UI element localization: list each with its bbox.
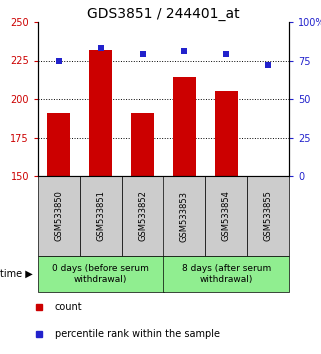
Text: count: count (55, 302, 82, 312)
Bar (38, 256, 163, 292)
Bar (247, 176, 289, 256)
Text: GSM533851: GSM533851 (96, 190, 105, 241)
Text: GSM533853: GSM533853 (180, 190, 189, 241)
Bar (163, 176, 205, 256)
Text: GSM533850: GSM533850 (55, 190, 64, 241)
Bar (215, 91, 238, 176)
Bar (48, 113, 70, 176)
Text: GSM533854: GSM533854 (222, 190, 231, 241)
Bar (38, 176, 80, 256)
Text: time ▶: time ▶ (0, 269, 33, 279)
Bar (163, 256, 289, 292)
Bar (173, 78, 196, 176)
Title: GDS3851 / 244401_at: GDS3851 / 244401_at (87, 7, 240, 21)
Bar (122, 176, 163, 256)
Bar (205, 176, 247, 256)
Bar (89, 50, 112, 176)
Bar (131, 113, 154, 176)
Text: 8 days (after serum
withdrawal): 8 days (after serum withdrawal) (182, 264, 271, 284)
Text: GSM533855: GSM533855 (264, 190, 273, 241)
Text: percentile rank within the sample: percentile rank within the sample (55, 329, 220, 339)
Text: GSM533852: GSM533852 (138, 190, 147, 241)
Text: 0 days (before serum
withdrawal): 0 days (before serum withdrawal) (52, 264, 149, 284)
Bar (80, 176, 122, 256)
